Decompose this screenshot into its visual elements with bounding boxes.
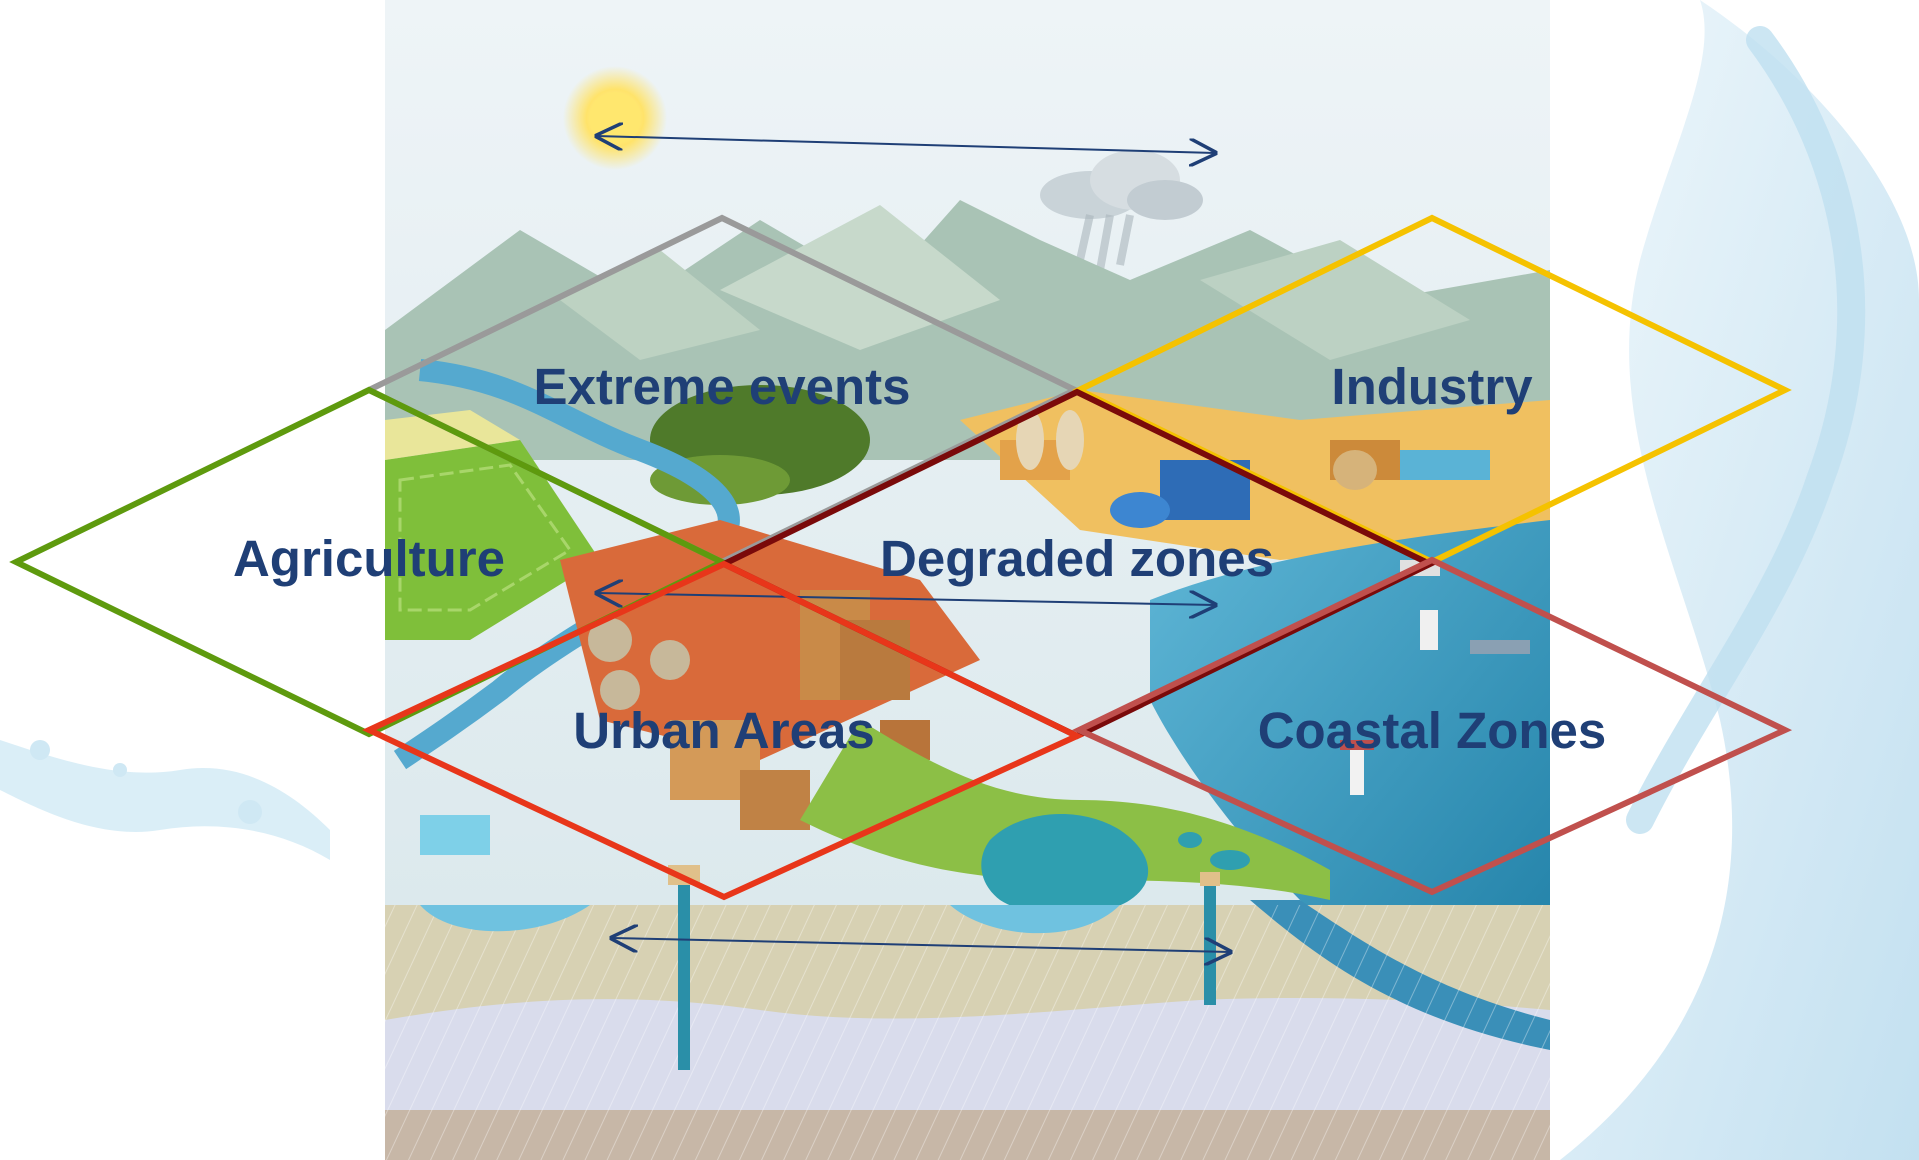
zone-label-industry: Industry [1331,358,1533,415]
surface-arrow [597,593,1215,605]
zone-label-agriculture: Agriculture [233,530,505,587]
zone-urban-areas-outline [361,560,1085,901]
pool [420,815,490,855]
zone-label-coastal-zones: Coastal Zones [1258,702,1607,759]
zone-label-degraded-zones: Degraded zones [880,530,1274,587]
groundwater-arrow [612,938,1230,952]
zone-agriculture-outline [9,386,729,738]
zone-label-urban-areas: Urban Areas [573,702,874,759]
mountains [385,200,1550,460]
factories [1000,410,1490,528]
zone-coastal-zones-outline [1071,556,1793,896]
zone-label-extreme-events: Extreme events [533,358,910,415]
fields [385,410,600,640]
harbor [1340,560,1530,795]
grassland [800,720,1330,900]
infiltration-basin [420,905,590,932]
lake [981,813,1149,915]
atmosphere-arrow [597,136,1215,153]
